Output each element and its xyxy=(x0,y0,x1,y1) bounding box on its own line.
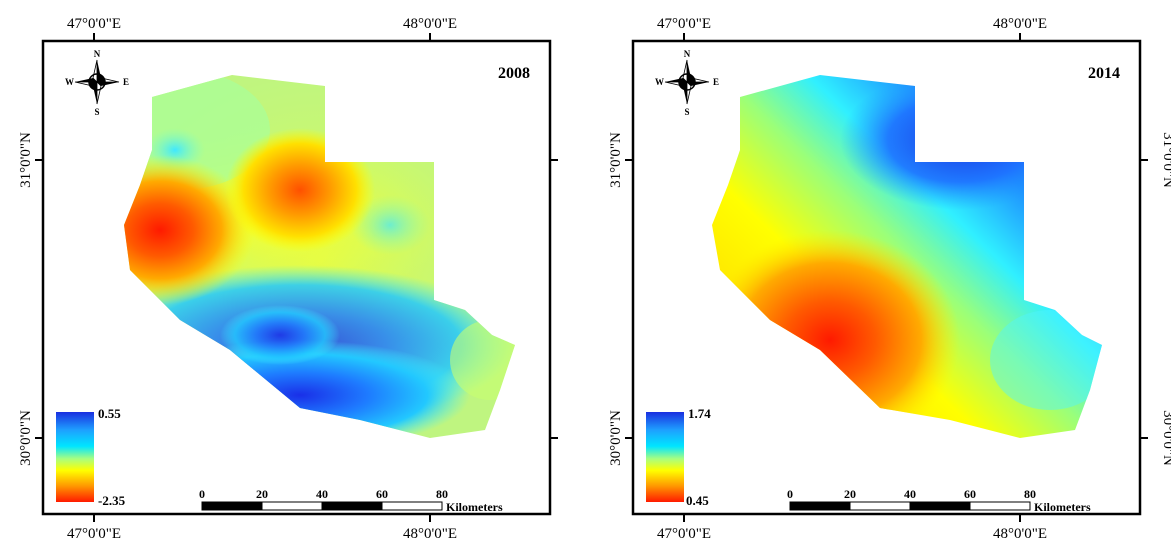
svg-text:W: W xyxy=(65,77,74,87)
scale-bar: 0 20 40 60 80 Kilometers xyxy=(199,487,503,514)
svg-text:0: 0 xyxy=(199,487,205,501)
lon-label-bottom-2: 48°0'0"E xyxy=(993,526,1047,542)
svg-text:80: 80 xyxy=(436,487,448,501)
svg-text:20: 20 xyxy=(256,487,268,501)
svg-text:S: S xyxy=(684,107,689,117)
color-legend: 1.74 0.45 xyxy=(646,406,711,508)
svg-text:40: 40 xyxy=(316,487,328,501)
svg-text:E: E xyxy=(123,77,129,87)
lon-label-bottom-2: 48°0'0"E xyxy=(403,526,457,542)
lat-label-left-2: 30°0'0"N xyxy=(608,410,624,466)
year-label: 2014 xyxy=(1088,65,1120,82)
svg-text:Kilometers: Kilometers xyxy=(1034,500,1091,514)
lon-label-top-1: 47°0'0"E xyxy=(657,16,711,32)
svg-text:20: 20 xyxy=(844,487,856,501)
lat-label-left-1: 31°0'0"N xyxy=(608,132,624,188)
svg-text:Kilometers: Kilometers xyxy=(446,500,503,514)
lat-label-right-2: 30°0'0"N xyxy=(1160,410,1171,466)
lon-label-top-1: 47°0'0"E xyxy=(67,16,121,32)
lat-label-right-1: 31°0'0"N xyxy=(1160,132,1171,188)
svg-text:W: W xyxy=(655,77,664,87)
year-label: 2008 xyxy=(498,65,530,82)
svg-text:N: N xyxy=(94,49,101,59)
svg-text:60: 60 xyxy=(964,487,976,501)
scale-bar: 0 20 40 60 80 Kilometers xyxy=(787,487,1091,514)
lon-label-bottom-1: 47°0'0"E xyxy=(67,526,121,542)
lat-label-left-1: 31°0'0"N xyxy=(18,132,34,188)
legend-max: 0.55 xyxy=(98,406,121,421)
compass-rose-icon: N S E W xyxy=(65,49,129,117)
svg-text:N: N xyxy=(684,49,691,59)
svg-text:0: 0 xyxy=(787,487,793,501)
legend-min: -2.35 xyxy=(98,493,126,508)
lat-label-left-2: 30°0'0"N xyxy=(18,410,34,466)
map-panel-2008: 47°0'0"E 48°0'0"E 47°0'0"E 48°0'0"E 31°0… xyxy=(18,16,558,542)
svg-text:80: 80 xyxy=(1024,487,1036,501)
legend-min: 0.45 xyxy=(686,493,709,508)
svg-text:60: 60 xyxy=(376,487,388,501)
color-legend: 0.55 -2.35 xyxy=(56,406,126,508)
lon-label-top-2: 48°0'0"E xyxy=(993,16,1047,32)
svg-text:S: S xyxy=(94,107,99,117)
svg-text:40: 40 xyxy=(904,487,916,501)
compass-rose-icon: N S E W xyxy=(655,49,719,117)
svg-text:E: E xyxy=(713,77,719,87)
lon-label-top-2: 48°0'0"E xyxy=(403,16,457,32)
legend-max: 1.74 xyxy=(688,406,711,421)
map-panel-2014: 47°0'0"E 48°0'0"E 47°0'0"E 48°0'0"E 31°0… xyxy=(608,16,1171,542)
lon-label-bottom-1: 47°0'0"E xyxy=(657,526,711,542)
